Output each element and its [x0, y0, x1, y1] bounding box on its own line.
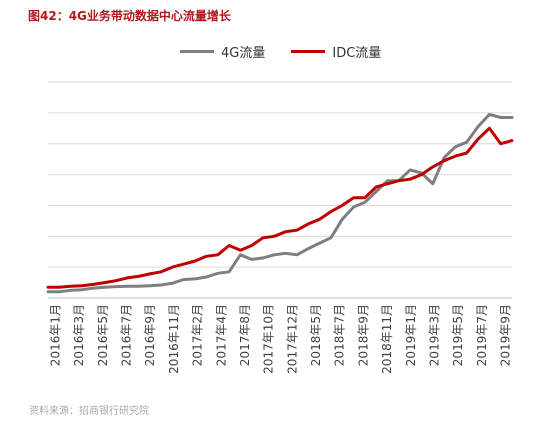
legend-item-idc: IDC流量 [291, 42, 381, 61]
x-tick-label: 2017年8月 [238, 304, 252, 366]
x-tick-label: 2016年3月 [72, 304, 86, 366]
x-tick-label: 2017年10月 [262, 304, 276, 374]
x-tick-label: 2017年2月 [191, 304, 205, 366]
x-tick-label: 2018年5月 [309, 304, 323, 366]
x-tick-label: 2019年5月 [451, 304, 465, 366]
x-tick-label: 2019年3月 [427, 304, 441, 366]
legend-label-4g: 4G流量 [221, 46, 266, 61]
x-tick-label: 2019年9月 [499, 304, 513, 366]
x-tick-label: 2019年7月 [475, 304, 489, 366]
chart-title: 图42：4G业务带动数据中心流量增长 [28, 9, 231, 23]
x-tick-label: 2019年1月 [404, 304, 418, 366]
series-line-4g [46, 112, 514, 294]
x-tick-label: 2018年11月 [380, 304, 394, 374]
x-tick-label: 2017年12月 [285, 304, 299, 374]
x-tick-label: 2017年4月 [214, 304, 228, 366]
chart-legend: 4G流量 IDC流量 [180, 42, 407, 61]
legend-item-4g: 4G流量 [180, 42, 265, 61]
x-tick-label: 2016年9月 [143, 304, 157, 366]
series-line-idc [46, 126, 514, 289]
legend-swatch-idc [291, 50, 326, 53]
legend-swatch-4g [180, 50, 214, 53]
legend-label-idc: IDC流量 [332, 46, 382, 61]
x-tick-label: 2016年1月 [49, 304, 63, 366]
x-tick-label: 2016年7月 [120, 304, 134, 366]
x-tick-label: 2018年9月 [356, 304, 370, 366]
x-tick-label: 2018年7月 [333, 304, 347, 366]
source-note: 资料来源：招商银行研究院 [29, 406, 149, 417]
x-tick-label: 2016年11月 [167, 304, 181, 374]
x-tick-label: 2016年5月 [96, 304, 110, 366]
